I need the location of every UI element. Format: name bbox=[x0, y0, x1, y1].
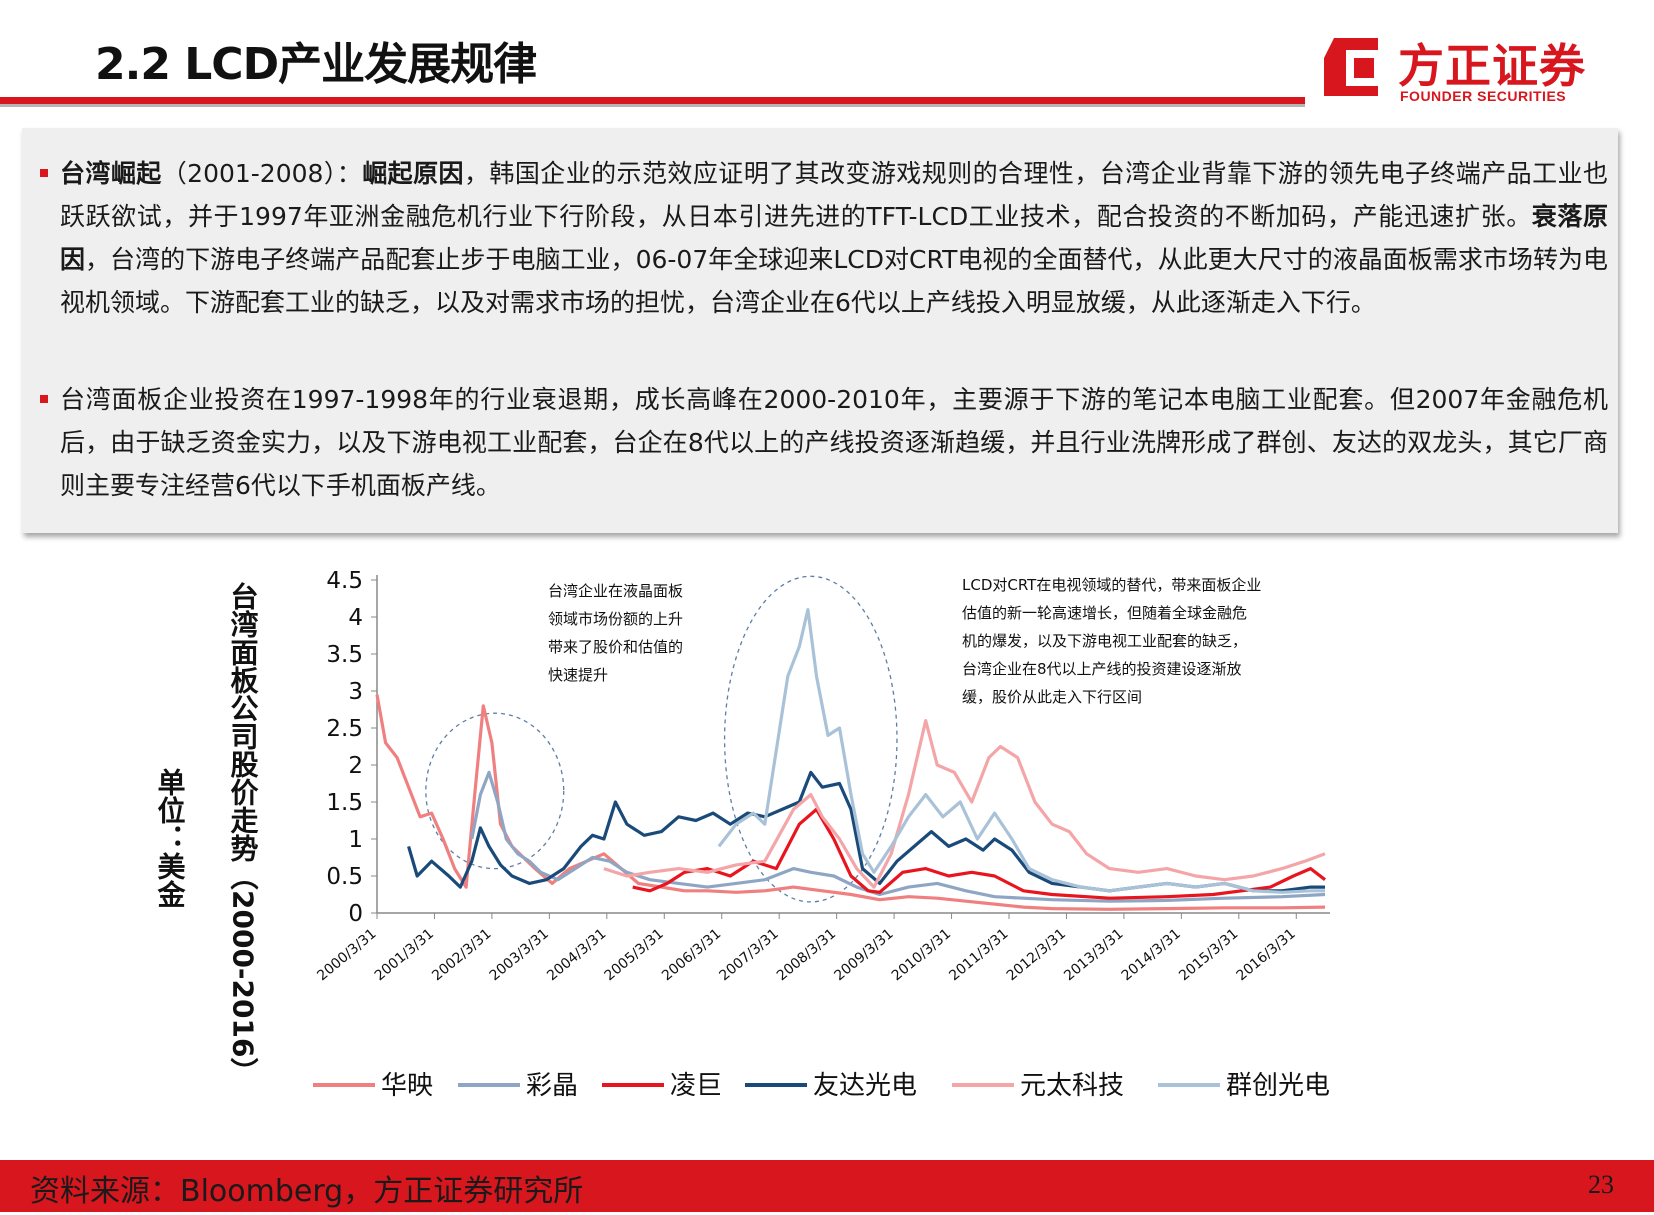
legend-label: 元太科技 bbox=[1020, 1071, 1124, 1101]
paragraph-taiwan-rise: 台湾崛起（2001-2008）：崛起原因，韩国企业的示范效应证明了其改变游戏规则… bbox=[40, 152, 1608, 324]
logo-mark-icon bbox=[1324, 38, 1378, 96]
x-tick-label: 2004/3/31 bbox=[544, 926, 609, 984]
annotation-line: 台湾企业在8代以上产线的投资建设逐渐放 bbox=[962, 660, 1242, 678]
y-axis-title: 台湾面板公司股价走势（2000-2016） bbox=[227, 581, 260, 1086]
x-tick-label: 2007/3/31 bbox=[716, 926, 781, 984]
title-rule-red bbox=[0, 97, 1305, 104]
annotation-line: 快速提升 bbox=[548, 666, 608, 684]
y-tick-label: 1.5 bbox=[326, 790, 363, 816]
x-tick-label: 2013/3/31 bbox=[1061, 926, 1126, 984]
y-tick-label: 0.5 bbox=[326, 864, 363, 890]
p1-rise-text: ，韩国企业的示范效应证明了其改变游戏规则的合理性，台湾企业背靠下游的领先电子终端… bbox=[60, 159, 1608, 231]
series-line-2 bbox=[632, 807, 1326, 900]
y-tick-label: 4.5 bbox=[326, 568, 363, 594]
p1-fall-label: 衰落原因 bbox=[60, 202, 1608, 274]
y-tick-label: 2 bbox=[348, 753, 363, 779]
highlight-ellipses bbox=[425, 575, 898, 903]
page-title: 2.2 LCD产业发展规律 bbox=[95, 39, 537, 90]
p1-period: （2001-2008）： bbox=[161, 159, 363, 188]
x-tick-label: 2011/3/31 bbox=[946, 926, 1011, 984]
x-tick-label: 2014/3/31 bbox=[1119, 926, 1184, 984]
logo-english-name: FOUNDER SECURITIES bbox=[1400, 88, 1567, 104]
logo-chinese-name: 方正证券 bbox=[1398, 39, 1586, 93]
x-tick-label: 2016/3/31 bbox=[1234, 926, 1299, 984]
x-tick-label: 2003/3/31 bbox=[487, 926, 552, 984]
x-tick-label: 2009/3/31 bbox=[831, 926, 896, 984]
y-tick-label: 2.5 bbox=[326, 716, 363, 742]
y-tick-label: 0 bbox=[348, 901, 363, 927]
series-line-4 bbox=[603, 719, 1326, 889]
x-tick-label: 2006/3/31 bbox=[659, 926, 724, 984]
summary-textbox: 台湾崛起（2001-2008）：崛起原因，韩国企业的示范效应证明了其改变游戏规则… bbox=[22, 128, 1618, 533]
x-tick-label: 2008/3/31 bbox=[774, 926, 839, 984]
p1-rise-label: 崛起原因 bbox=[362, 159, 464, 188]
footer-bar: 资料来源：Bloomberg，方正证券研究所 23 bbox=[0, 1160, 1654, 1212]
legend-label: 凌巨 bbox=[670, 1071, 722, 1101]
footer-source: 资料来源：Bloomberg，方正证券研究所 bbox=[30, 1174, 584, 1209]
legend-label: 彩晶 bbox=[526, 1071, 578, 1101]
legend-label: 友达光电 bbox=[813, 1071, 917, 1101]
x-axis-labels: 2000/3/312001/3/312002/3/312003/3/312004… bbox=[314, 926, 1299, 984]
paragraph-investment: 台湾面板企业投资在1997-1998年的行业衰退期，成长高峰在2000-2010… bbox=[40, 378, 1608, 507]
chart-legend: 华映 彩晶 凌巨 友达光电 元太科技 群创光电 bbox=[313, 1071, 1330, 1101]
p1-fall-text: ，台湾的下游电子终端产品配套止步于电脑工业，06-07年全球迎来LCD对CRT电… bbox=[60, 245, 1608, 317]
bullet-marker bbox=[40, 169, 48, 177]
series-line-1 bbox=[470, 770, 1326, 903]
x-tick-label: 2010/3/31 bbox=[889, 926, 954, 984]
y-tick-label: 3 bbox=[348, 679, 363, 705]
chart-series bbox=[375, 608, 1326, 911]
y-tick-label: 1 bbox=[348, 827, 363, 853]
y-axis-labels: 0 0.5 1 1.5 2 2.5 3 3.5 4 4.5 台湾面板公司股价走势（2000-2016… bbox=[154, 568, 364, 1085]
legend-label: 华映 bbox=[381, 1071, 433, 1101]
annotation-line: 缓，股价从此走入下行区间 bbox=[962, 688, 1142, 706]
x-tick-label: 2001/3/31 bbox=[372, 926, 437, 984]
legend-label: 群创光电 bbox=[1226, 1071, 1330, 1101]
series-line-5 bbox=[717, 608, 1325, 894]
chart-axes bbox=[371, 575, 1330, 919]
title-rule-grey bbox=[0, 104, 1305, 107]
annotation-line: 带来了股价和估值的 bbox=[548, 638, 683, 656]
annotation-line: 台湾企业在液晶面板 bbox=[548, 582, 683, 600]
annotation-line: LCD对CRT在电视领域的替代，带来面板企业 bbox=[962, 576, 1261, 594]
x-tick-label: 2002/3/31 bbox=[429, 926, 494, 984]
x-tick-label: 2000/3/31 bbox=[314, 926, 379, 984]
highlight-ellipse-2002 bbox=[425, 712, 565, 870]
p1-lead: 台湾崛起 bbox=[60, 159, 162, 188]
annotation-line: 机的爆发，以及下游电视工业配套的缺乏， bbox=[962, 632, 1247, 650]
x-tick-label: 2012/3/31 bbox=[1004, 926, 1069, 984]
annotation-line: 领域市场份额的上升 bbox=[548, 610, 683, 628]
highlight-ellipse-2008 bbox=[723, 575, 898, 903]
company-logo: 方正证券 FOUNDER SECURITIES bbox=[1320, 28, 1620, 108]
annotation-line: 估值的新一轮高速增长，但随着全球金融危 bbox=[962, 604, 1247, 622]
p2-text: 台湾面板企业投资在1997-1998年的行业衰退期，成长高峰在2000-2010… bbox=[60, 385, 1608, 500]
unit-label: 单位：美金 bbox=[154, 768, 187, 908]
y-tick-label: 3.5 bbox=[326, 642, 363, 668]
y-tick-label: 4 bbox=[348, 605, 363, 631]
bullet-marker bbox=[40, 395, 48, 403]
x-tick-label: 2015/3/31 bbox=[1176, 926, 1241, 984]
page-number: 23 bbox=[1588, 1170, 1614, 1199]
x-tick-label: 2005/3/31 bbox=[602, 926, 667, 984]
